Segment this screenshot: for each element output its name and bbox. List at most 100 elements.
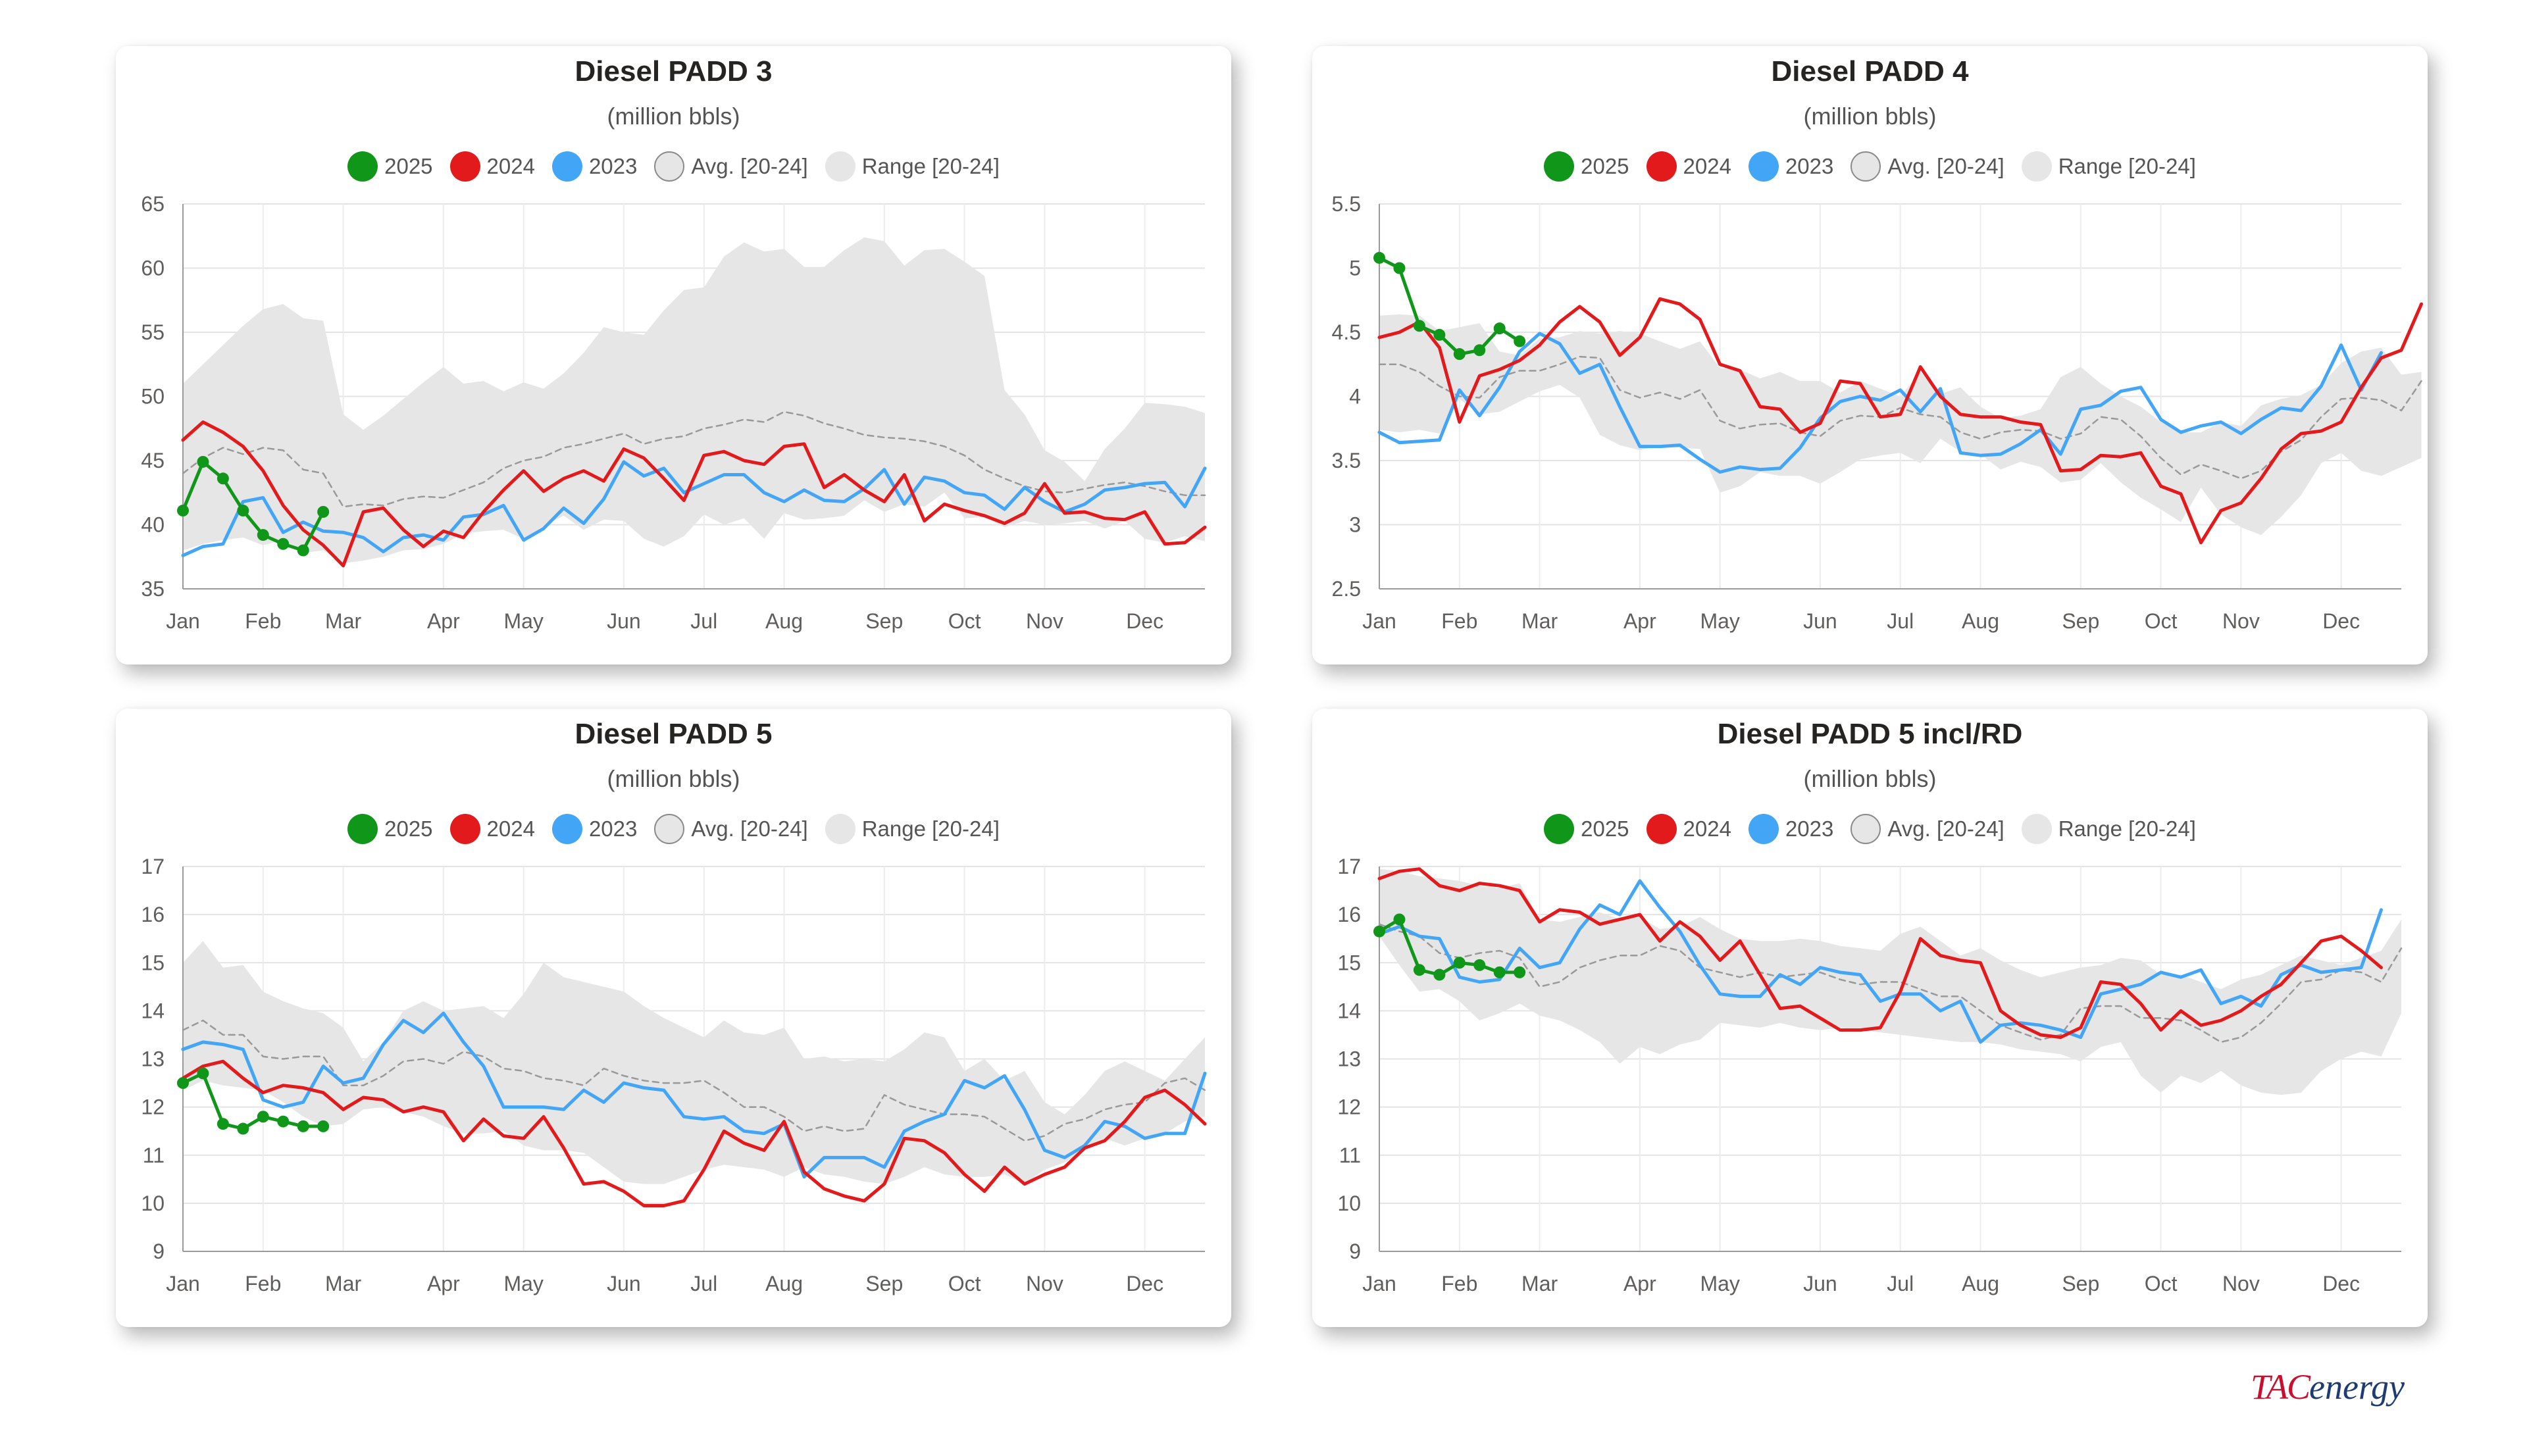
legend-item-avg[interactable]: Avg. [20-24] bbox=[1851, 151, 2004, 182]
y-tick-label: 3.5 bbox=[1332, 449, 1361, 472]
series-2025-point bbox=[217, 1118, 229, 1130]
series-2024-line bbox=[181, 420, 1207, 568]
legend-label: Range [20-24] bbox=[2058, 816, 2196, 841]
logo-prefix: TAC bbox=[2251, 1367, 2310, 1407]
legend-item-range[interactable]: Range [20-24] bbox=[825, 814, 1000, 844]
legend-item-avg[interactable]: Avg. [20-24] bbox=[654, 151, 808, 182]
legend-item-2025[interactable]: 2025 bbox=[347, 151, 433, 182]
chart-title: Diesel PADD 5 bbox=[574, 718, 773, 750]
x-tick-label: Jan bbox=[1362, 609, 1396, 633]
legend-marker-range bbox=[825, 151, 855, 182]
series-2024-line bbox=[1377, 867, 2383, 1040]
legend-marker-2025 bbox=[1544, 151, 1575, 182]
series-2025-point bbox=[237, 1122, 249, 1135]
series-2025-point bbox=[257, 1111, 269, 1123]
y-tick-label: 35 bbox=[141, 577, 165, 601]
legend-label: Avg. [20-24] bbox=[1887, 154, 2004, 178]
y-tick-label: 14 bbox=[141, 999, 165, 1022]
series-2025-point bbox=[1433, 968, 1446, 981]
x-tick-label: Oct bbox=[2145, 609, 2178, 633]
series-2025-point bbox=[197, 455, 209, 468]
series-2025-point bbox=[1473, 344, 1486, 357]
x-tick-label: Nov bbox=[2222, 1272, 2260, 1295]
series-2025-point bbox=[257, 529, 269, 541]
legend-marker-2023 bbox=[1748, 151, 1779, 182]
y-tick-label: 17 bbox=[141, 855, 165, 878]
y-tick-label: 11 bbox=[143, 1143, 165, 1167]
legend-marker-2023 bbox=[551, 151, 582, 182]
legend-label: 2023 bbox=[588, 816, 638, 841]
avg-line bbox=[182, 1019, 1206, 1142]
chart-title: Diesel PADD 3 bbox=[574, 55, 773, 88]
y-tick-label: 45 bbox=[141, 449, 165, 472]
y-tick-label: 12 bbox=[141, 1095, 165, 1119]
legend-label: 2024 bbox=[1683, 816, 1731, 841]
legend-marker-2025 bbox=[347, 151, 378, 182]
x-tick-label: Aug bbox=[765, 1272, 803, 1295]
legend-item-avg[interactable]: Avg. [20-24] bbox=[1851, 814, 2004, 844]
x-tick-label: Sep bbox=[2062, 1272, 2099, 1295]
chart-card-padd4: Diesel PADD 4 (million bbls) 2025 2024 2… bbox=[1312, 46, 2428, 665]
y-tick-label: 16 bbox=[1337, 903, 1361, 926]
range-band bbox=[1379, 868, 2401, 1095]
legend-label: 2024 bbox=[486, 816, 535, 841]
legend-marker-2023 bbox=[551, 814, 582, 844]
x-tick-label: Jun bbox=[1803, 609, 1837, 633]
legend-item-range[interactable]: Range [20-24] bbox=[2021, 814, 2196, 844]
series-2023-line bbox=[1377, 879, 2383, 1044]
legend-item-2023[interactable]: 2023 bbox=[551, 151, 638, 182]
y-tick-label: 15 bbox=[1337, 951, 1361, 974]
legend-item-2024[interactable]: 2024 bbox=[449, 151, 535, 182]
legend-marker-2024 bbox=[1646, 151, 1677, 182]
y-tick-label: 3 bbox=[1349, 513, 1361, 537]
series-2025-point bbox=[177, 1077, 189, 1090]
legend-item-2024[interactable]: 2024 bbox=[1646, 814, 1731, 844]
x-tick-label: Feb bbox=[1441, 609, 1477, 633]
y-tick-label: 15 bbox=[141, 951, 165, 974]
chart-legend: 2025 2024 2023 Avg. [20-24] Range [20-24… bbox=[116, 151, 1231, 182]
range-band bbox=[1379, 314, 2422, 536]
legend-label: Range [20-24] bbox=[861, 154, 1000, 178]
legend-label: 2023 bbox=[1785, 154, 1834, 178]
series-2025-point bbox=[1373, 925, 1385, 938]
legend-item-2024[interactable]: 2024 bbox=[1646, 151, 1731, 182]
chart-card-padd5: Diesel PADD 5 (million bbls) 2025 2024 2… bbox=[116, 709, 1231, 1327]
x-tick-label: Dec bbox=[1126, 609, 1163, 633]
legend-item-range[interactable]: Range [20-24] bbox=[2021, 151, 2196, 182]
legend-marker-2024 bbox=[449, 151, 480, 182]
y-tick-label: 40 bbox=[141, 513, 165, 537]
legend-label: Range [20-24] bbox=[2058, 154, 2196, 178]
range-band bbox=[183, 941, 1205, 1184]
legend-label: 2023 bbox=[588, 154, 638, 178]
legend-marker-avg bbox=[654, 151, 685, 182]
legend-marker-range bbox=[2021, 151, 2052, 182]
legend-item-2025[interactable]: 2025 bbox=[347, 814, 433, 844]
legend-item-2025[interactable]: 2025 bbox=[1544, 151, 1629, 182]
legend-item-2024[interactable]: 2024 bbox=[449, 814, 535, 844]
x-tick-label: Jul bbox=[690, 609, 717, 633]
y-tick-label: 9 bbox=[153, 1240, 165, 1263]
y-tick-label: 5 bbox=[1349, 257, 1361, 280]
legend-item-2025[interactable]: 2025 bbox=[1544, 814, 1629, 844]
avg-line bbox=[1378, 923, 2403, 1043]
series-2025-point bbox=[177, 505, 189, 517]
legend-item-2023[interactable]: 2023 bbox=[1748, 151, 1833, 182]
series-2024-line bbox=[1377, 297, 2423, 545]
x-tick-label: Apr bbox=[427, 609, 460, 633]
legend-item-2023[interactable]: 2023 bbox=[1748, 814, 1833, 844]
legend-item-2023[interactable]: 2023 bbox=[551, 814, 638, 844]
legend-item-range[interactable]: Range [20-24] bbox=[825, 151, 1000, 182]
legend-label: 2024 bbox=[1683, 154, 1731, 178]
x-tick-label: Nov bbox=[1026, 609, 1063, 633]
chart-plot: 35 40 45 50 55 60 65 Jan Feb Mar Apr May Jun Jul Aug Se… bbox=[141, 192, 1207, 633]
x-tick-label: Mar bbox=[325, 1272, 361, 1295]
y-tick-label: 10 bbox=[141, 1192, 165, 1215]
x-tick-label: Sep bbox=[865, 1272, 903, 1295]
series-2025-point bbox=[1453, 957, 1466, 969]
legend-marker-avg bbox=[654, 814, 685, 844]
legend-item-avg[interactable]: Avg. [20-24] bbox=[654, 814, 808, 844]
series-2025-point bbox=[1473, 959, 1486, 971]
series-2023-line bbox=[181, 1011, 1207, 1179]
series-2025-point bbox=[317, 506, 330, 518]
legend-marker-range bbox=[2021, 814, 2052, 844]
